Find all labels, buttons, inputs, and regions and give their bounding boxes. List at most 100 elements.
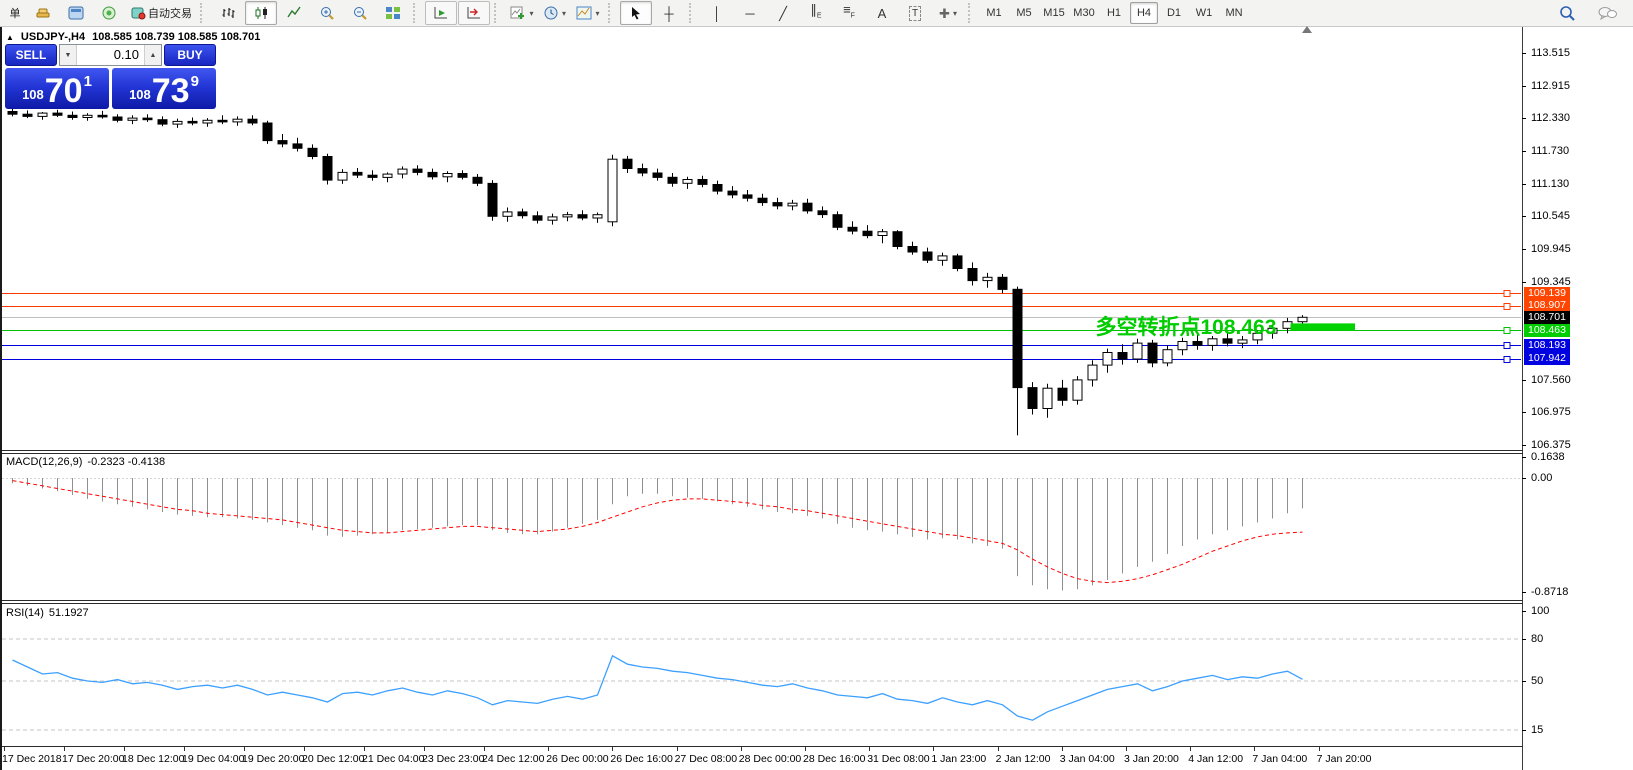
candle [1132,342,1143,360]
green-highlight-segment[interactable] [1290,323,1356,331]
rsi-axis-label: 50 [1531,675,1544,687]
chart-shift-icon[interactable] [458,1,490,25]
order-icon[interactable] [27,1,59,25]
axis-tick [1522,216,1526,218]
collapse-triangle-icon[interactable]: ▲ [6,32,14,42]
search-icon[interactable] [1551,1,1583,25]
line-end-marker[interactable] [1503,327,1511,334]
candle [457,173,468,178]
trendline-tool-icon[interactable]: ╱ [779,5,787,21]
candle [892,231,903,247]
price-axis-label: 109.345 [1531,275,1571,288]
candle [142,117,153,121]
candle [502,211,513,217]
ohlc-values: 108.585 108.739 108.585 108.701 [92,31,261,43]
sell-button[interactable]: SELL [5,44,57,66]
candle [742,194,753,199]
auto-scroll-icon[interactable] [425,1,457,25]
tf-W1[interactable]: W1 [1195,7,1213,19]
axis-tick [1522,281,1526,283]
candle [652,172,663,178]
tf-M5[interactable]: M5 [1016,7,1032,19]
vertical-line-tool-icon[interactable]: │ [712,5,722,21]
tf-M15[interactable]: M15 [1043,7,1065,19]
time-tick [1126,747,1127,751]
candle [1177,341,1188,351]
chat-icon[interactable] [1591,1,1623,25]
tf-D1[interactable]: D1 [1166,7,1182,19]
time-label: 7 Jan 04:00 [1252,753,1308,765]
channel-tool-icon[interactable]: ∥E [810,2,822,20]
axis-tick [1522,611,1526,612]
text-label-tool-icon[interactable]: T [899,1,931,25]
tf-M1[interactable]: M1 [986,7,1002,19]
time-axis[interactable]: 17 Dec 2018 17 Dec 20:00 18 Dec 12:00 19 De… [0,747,1633,770]
fibonacci-tool-icon[interactable]: ≡F [843,2,855,20]
new-order-button-partial[interactable]: 单 [9,8,21,20]
line-end-marker[interactable] [1503,290,1511,297]
panel-separator[interactable] [0,450,1633,451]
tf-MN[interactable]: MN [1225,7,1243,19]
axis-tick [1522,150,1526,152]
one-click-trading-panel: SELL ▼ 0.10 ▲ BUY 108 70 1 108 73 9 [5,44,216,109]
candles-layer [7,107,1308,436]
zoom-out-icon[interactable] [344,1,376,25]
market-watch-icon[interactable] [60,1,92,25]
line-chart-type-icon[interactable] [278,1,310,25]
volume-input[interactable]: 0.10 [113,47,139,62]
scroll-marker-icon[interactable] [1302,26,1312,33]
bar-chart-type-icon[interactable] [212,1,244,25]
line-end-marker[interactable] [1503,303,1511,310]
buy-button[interactable]: BUY [164,44,216,66]
tf-H4[interactable]: H4 [1130,2,1158,24]
text-tool-icon[interactable]: A [877,5,887,21]
buy-price-display[interactable]: 108 73 9 [112,68,216,109]
time-label: 28 Dec 16:00 [803,753,866,765]
horizontal-line-tool-icon[interactable]: ─ [745,5,755,21]
candle [907,246,918,253]
line-end-marker[interactable] [1503,342,1511,349]
toolbar-separator [608,3,616,23]
volume-up-button[interactable]: ▲ [144,45,161,65]
price-axis-label: 111.730 [1531,144,1570,157]
candle [157,119,168,125]
tile-windows-icon[interactable] [377,1,409,25]
axis-tick [1522,248,1526,250]
candlestick-chart-type-icon[interactable] [245,1,277,25]
candle [247,118,258,124]
tf-H1[interactable]: H1 [1106,7,1122,19]
macd-axis-label: 0.00 [1531,472,1553,484]
candle [217,119,228,123]
toolbar-separator [200,3,208,23]
periods-menu-icon[interactable]: ▾ [539,1,571,25]
candle [757,197,768,204]
chart-annotation-text[interactable]: 多空转折点108.463 [1096,315,1277,339]
candle [802,202,813,212]
axis-tick [1522,379,1526,381]
tf-M30[interactable]: M30 [1073,7,1095,19]
price-axis-divider[interactable] [1522,27,1523,770]
autotrading-button[interactable]: 自动交易 [126,1,196,25]
price-axis[interactable]: 113.515 112.915 112.330 111.730 111.130 110.5… [1522,27,1633,770]
signals-icon[interactable] [93,1,125,25]
candle [322,156,333,181]
sell-price-display[interactable]: 108 70 1 [5,68,109,109]
panel-separator[interactable] [0,603,1633,604]
candle [787,202,798,207]
time-tick [484,747,485,751]
zoom-in-icon[interactable] [311,1,343,25]
candle [97,114,108,118]
candle [472,176,483,184]
arrows-tool-icon[interactable]: ✚ ▾ [939,5,957,21]
volume-dropdown-button[interactable]: ▼ [60,45,77,65]
crosshair-tool-icon[interactable]: ┼ [664,5,674,21]
line-end-marker[interactable] [1503,356,1511,363]
axis-tick [1522,118,1526,120]
rsi-axis-label: 100 [1531,605,1550,617]
panel-separator[interactable] [0,453,1633,454]
indicators-menu-icon[interactable]: ▾ [506,1,538,25]
cursor-tool-icon[interactable] [620,1,652,25]
templates-menu-icon[interactable]: ▾ [572,1,604,25]
panel-separator[interactable] [0,600,1633,601]
